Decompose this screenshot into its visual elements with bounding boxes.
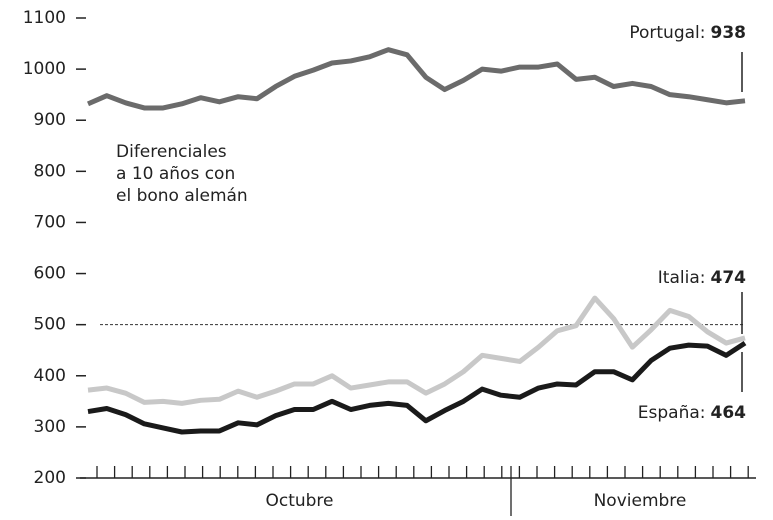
- period-label: Noviembre: [594, 491, 687, 511]
- end-label: España: 464: [638, 403, 746, 423]
- value-label: 464: [711, 403, 747, 423]
- y-tick-label: 1000: [23, 59, 66, 79]
- y-tick-label: 800: [34, 161, 66, 181]
- annotation: a 10 años con: [116, 164, 235, 184]
- series-name: Portugal:: [629, 23, 705, 43]
- series-line: [87, 340, 747, 435]
- end-label: Italia: 474: [658, 268, 746, 288]
- y-tick-label: 400: [34, 366, 66, 386]
- series-line: [87, 47, 746, 111]
- y-tick-label: 300: [34, 417, 66, 437]
- value-label: 474: [711, 268, 747, 288]
- period-label: Octubre: [265, 491, 333, 511]
- y-tick-label: 200: [34, 468, 66, 488]
- y-tick-label: 900: [34, 110, 66, 130]
- series-line: [87, 295, 746, 406]
- y-tick-label: 600: [34, 264, 66, 284]
- end-label: Portugal: 938: [629, 23, 746, 43]
- y-tick-label: 1100: [23, 8, 66, 28]
- y-tick-label: 700: [34, 212, 66, 232]
- series-name: Italia:: [658, 268, 706, 288]
- annotation: el bono alemán: [116, 186, 248, 206]
- annotation: Diferenciales: [116, 142, 227, 162]
- y-tick-label: 500: [34, 315, 66, 335]
- series-name: España:: [638, 403, 706, 423]
- value-label: 938: [711, 23, 747, 43]
